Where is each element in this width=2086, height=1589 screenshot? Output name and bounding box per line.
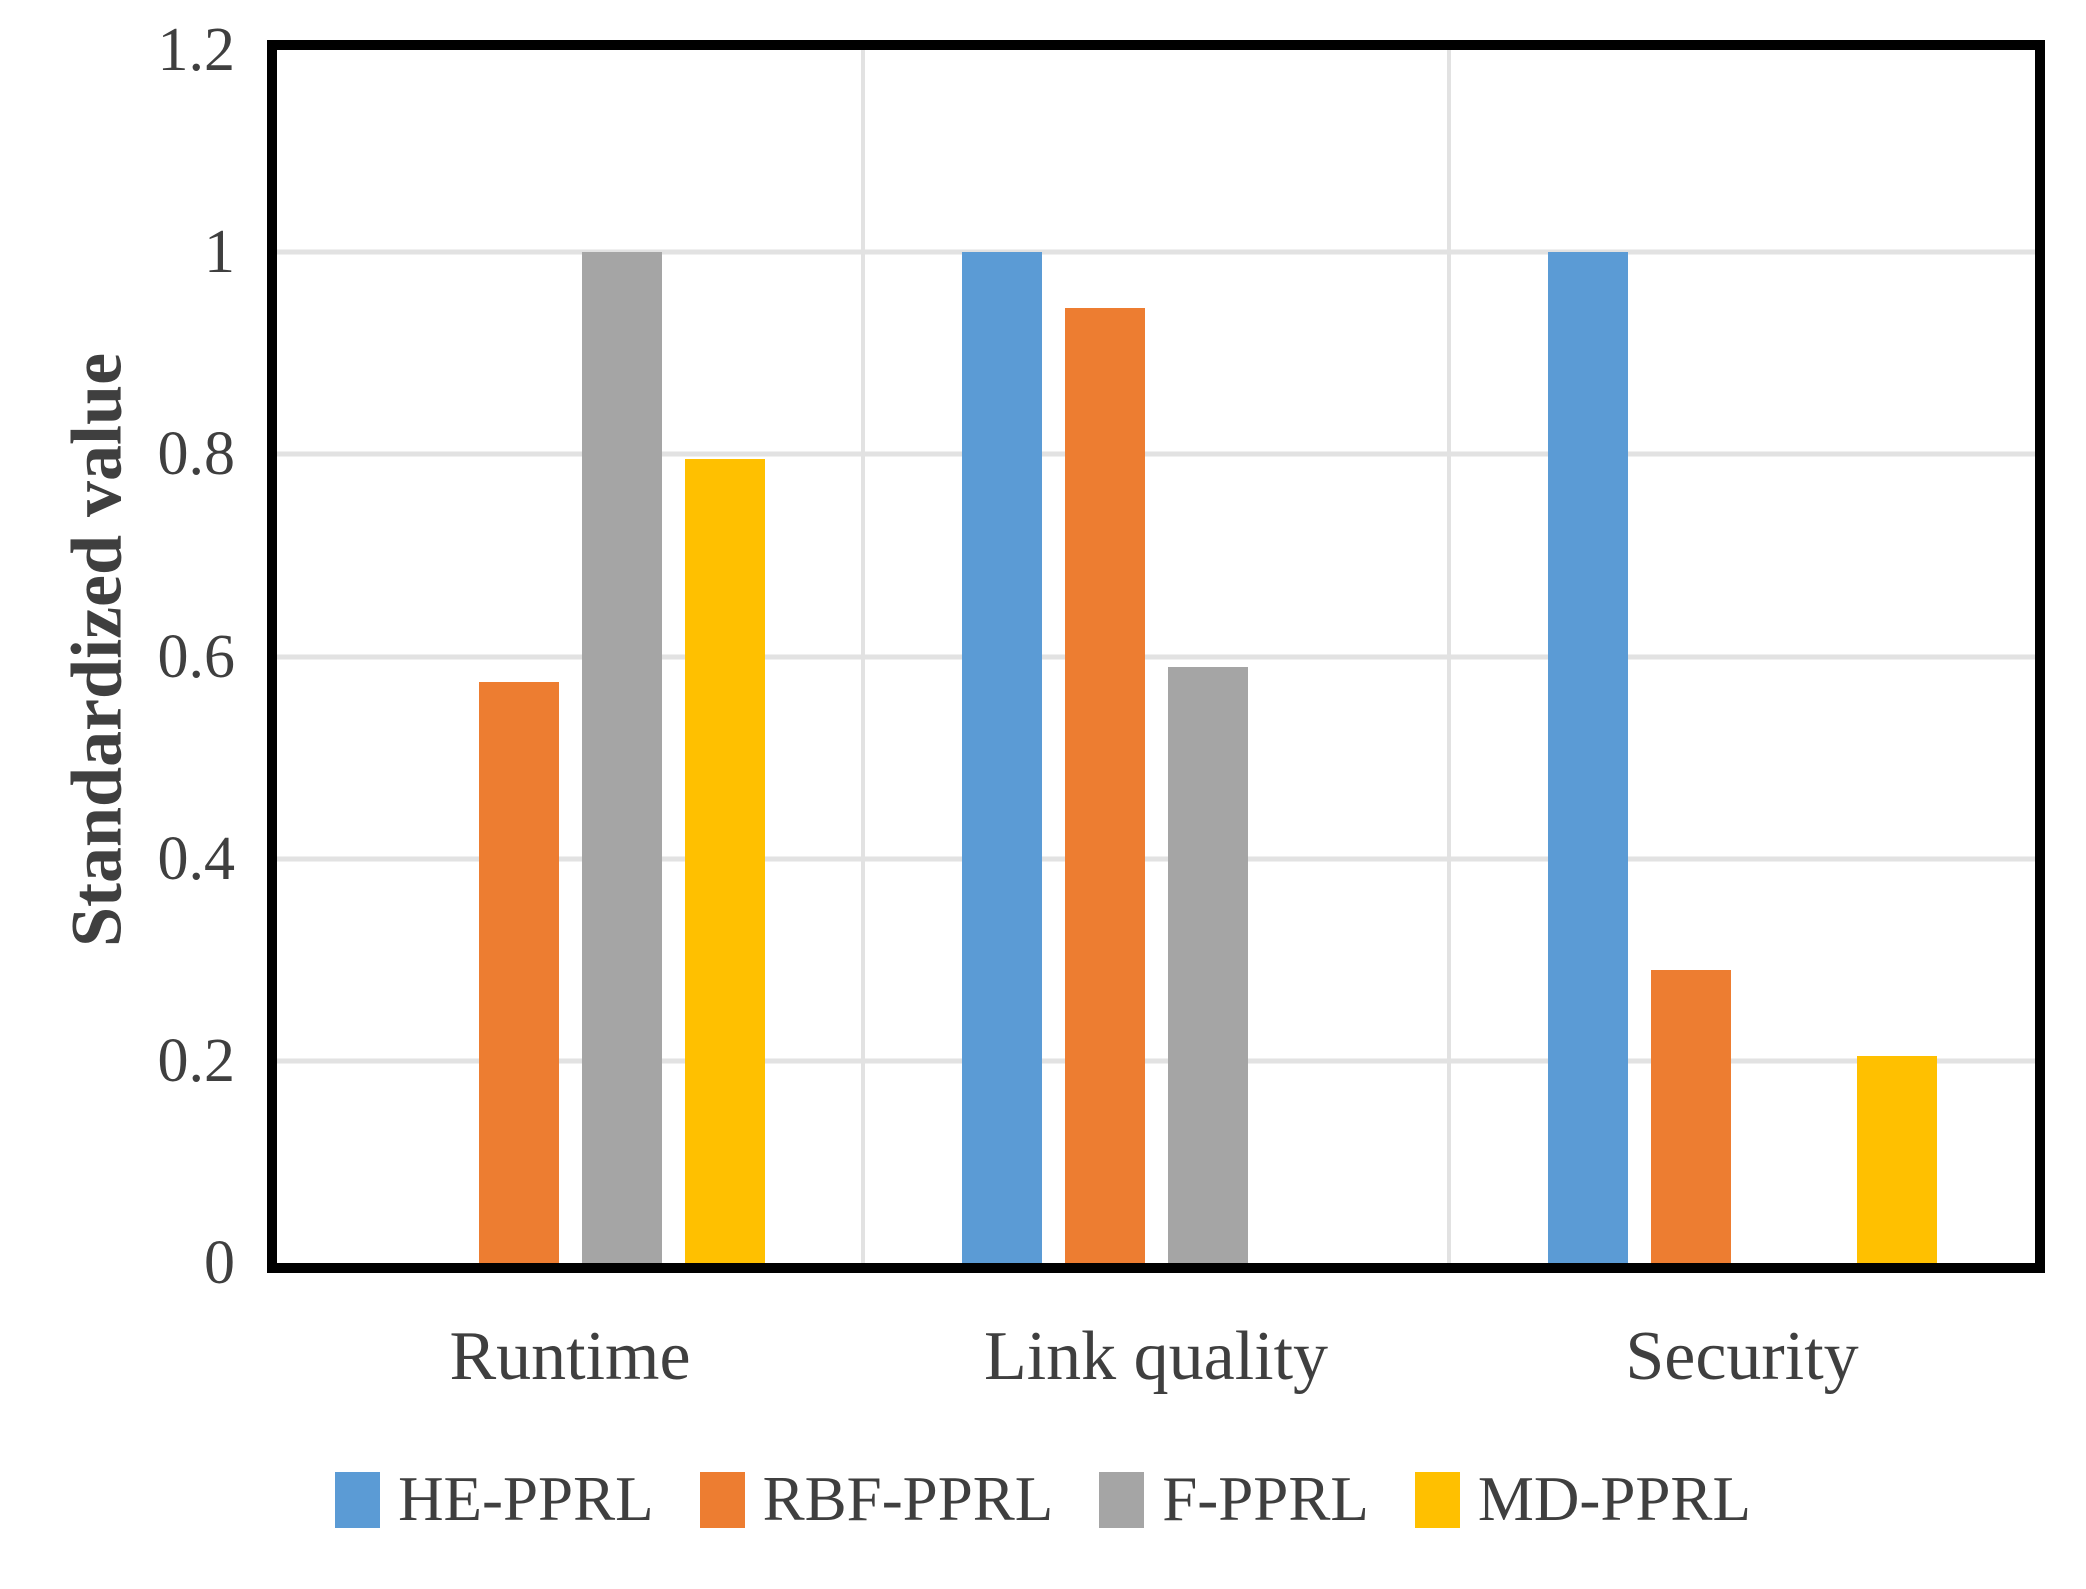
legend-item-he-pprl: HE-PPRL <box>335 1468 654 1531</box>
y-tick-0-8: 0.8 <box>157 420 236 489</box>
bar-rbf-pprl-link-quality <box>1064 307 1145 1263</box>
gridline-0-6 <box>277 654 2035 659</box>
gridlines-layer <box>277 50 2035 1263</box>
x-category-label-runtime: Runtime <box>449 1318 691 1395</box>
bar-md-pprl-runtime <box>684 459 765 1263</box>
gridline-0-2 <box>277 1058 2035 1064</box>
bar-f-pprl-runtime <box>581 252 662 1263</box>
y-tick-0: 0 <box>204 1229 235 1297</box>
bar-he-pprl-security <box>1547 252 1628 1263</box>
y-tick-0-4: 0.4 <box>157 824 236 893</box>
bar-rbf-pprl-runtime <box>478 681 559 1263</box>
x-category-label-security: Security <box>1625 1318 1859 1395</box>
bar-group-link-quality <box>863 50 1449 1263</box>
bar-he-pprl-link-quality <box>961 252 1042 1263</box>
legend-label-he-pprl: HE-PPRL <box>398 1464 654 1534</box>
legend-swatch-md-pprl <box>1414 1471 1460 1528</box>
legend-swatch-he-pprl <box>335 1471 381 1528</box>
legend-swatch-rbf-pprl <box>699 1471 745 1528</box>
bars-layer <box>277 50 2035 1263</box>
bar-group-security <box>1449 50 2035 1263</box>
legend-item-md-pprl: MD-PPRL <box>1414 1464 1751 1534</box>
y-tick-1-2: 1.2 <box>157 16 236 84</box>
y-axis-ticks: 0 0.2 0.4 0.6 0.8 1 1.2 <box>0 19 243 1294</box>
legend-swatch-f-pprl <box>1099 1471 1145 1528</box>
gridline-0-4 <box>277 856 2035 862</box>
legend-label-md-pprl: MD-PPRL <box>1477 1464 1751 1534</box>
x-category-label-link-quality: Link quality <box>983 1318 1329 1395</box>
plot-area <box>267 40 2045 1273</box>
bar-rbf-pprl-security <box>1650 969 1731 1263</box>
gridline-0-8 <box>277 451 2035 457</box>
legend-item-f-pprl: F-PPRL <box>1099 1468 1369 1531</box>
legend: HE-PPRL RBF-PPRL F-PPRL MD-PPRL <box>0 1468 2086 1531</box>
bar-md-pprl-security <box>1856 1055 1937 1263</box>
bar-f-pprl-link-quality <box>1167 666 1248 1263</box>
gridline-1 <box>277 249 2035 255</box>
y-tick-0-6: 0.6 <box>157 622 236 691</box>
legend-item-rbf-pprl: RBF-PPRL <box>699 1464 1054 1534</box>
legend-label-rbf-pprl: RBF-PPRL <box>762 1464 1054 1534</box>
plot-inner <box>277 50 2035 1263</box>
category-separator-2 <box>1446 50 1451 1263</box>
y-tick-0-2: 0.2 <box>157 1026 236 1095</box>
category-separator-1 <box>860 50 865 1263</box>
x-axis-category-labels: Runtime Link quality Security <box>277 1318 2035 1395</box>
bar-group-runtime <box>277 50 863 1263</box>
y-tick-1: 1 <box>204 218 235 287</box>
legend-label-f-pprl: F-PPRL <box>1162 1464 1369 1534</box>
